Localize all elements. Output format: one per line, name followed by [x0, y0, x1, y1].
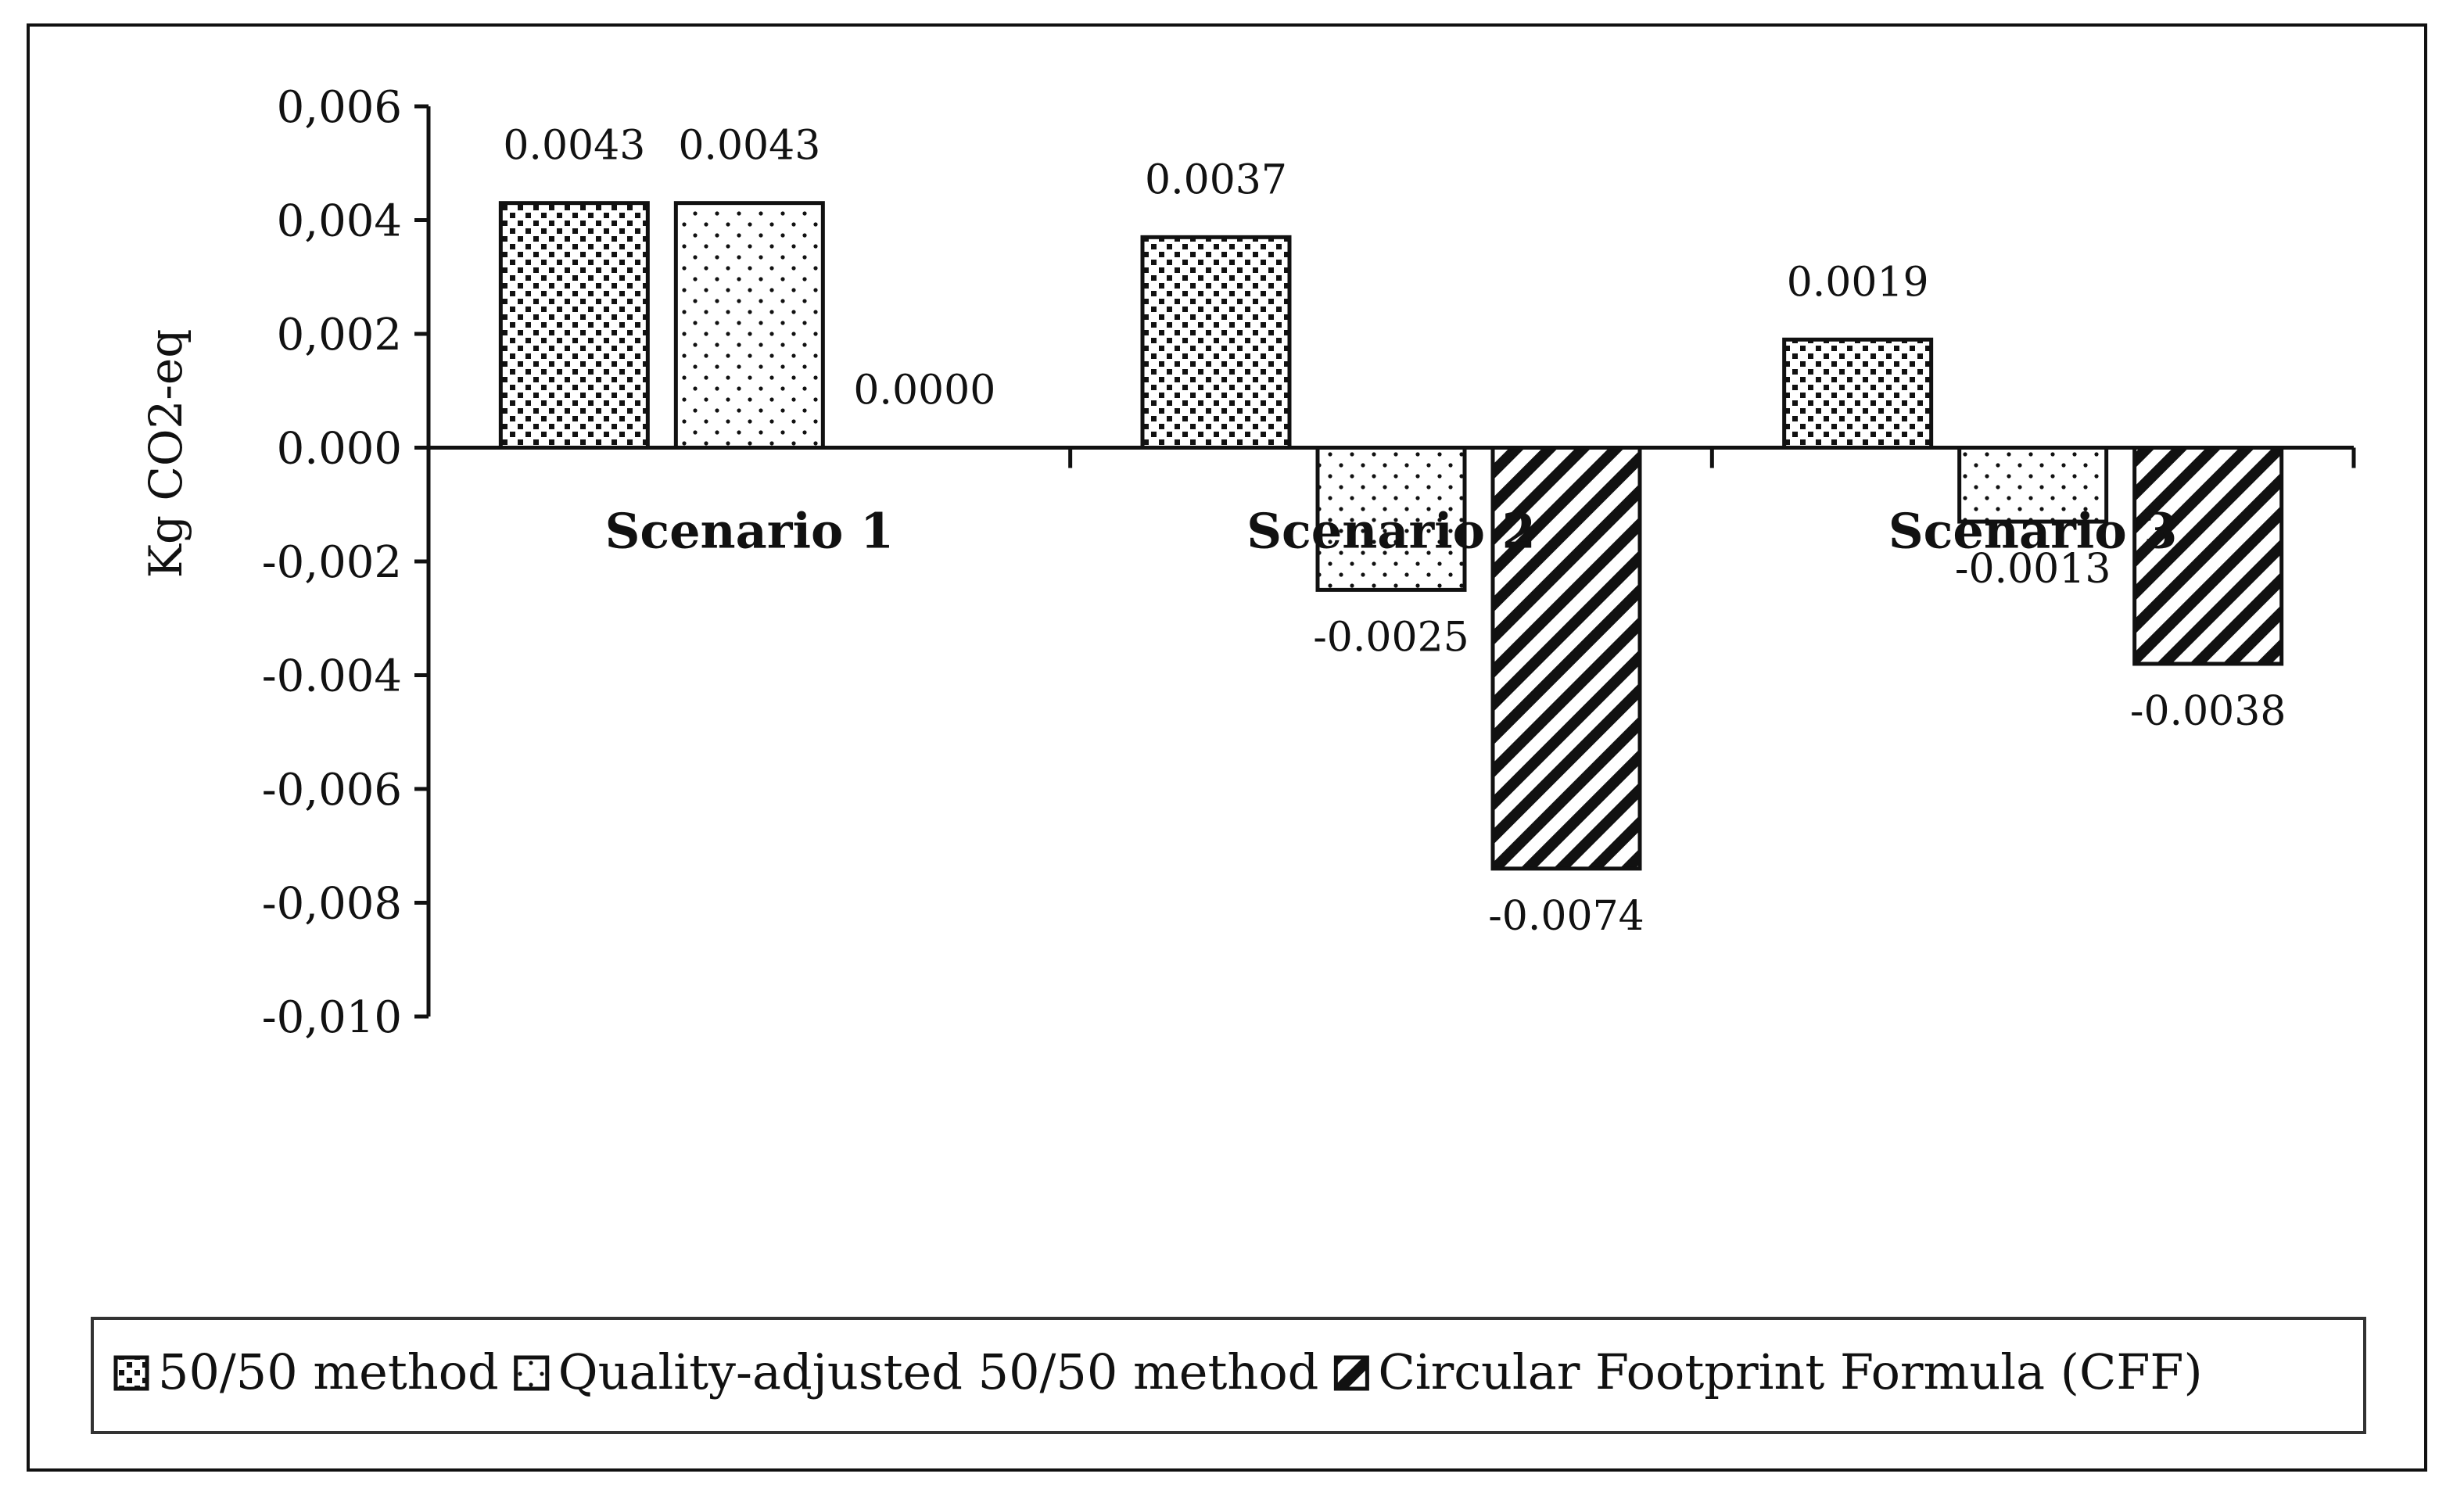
- legend-swatch: [113, 1355, 149, 1391]
- legend-border: [91, 1317, 2366, 1434]
- bar: [2132, 446, 2284, 666]
- y-tick-label: -0,006: [262, 765, 402, 816]
- legend-swatch: [1333, 1355, 1369, 1391]
- legend-label: Circular Footprint Formula (CFF): [1378, 1343, 2202, 1400]
- data-label: 0.0043: [678, 123, 820, 170]
- y-tick-label: -0,002: [262, 537, 402, 588]
- y-tick-label: -0,010: [262, 992, 402, 1043]
- y-tick-label: 0,004: [277, 196, 402, 247]
- legend: 50/50 method Quality-adjusted 50/50 metho…: [91, 1317, 2366, 1434]
- data-label: 0.0019: [1787, 259, 1929, 306]
- data-label: -0.0038: [2130, 688, 2286, 735]
- y-axis-title: Kg CO2-eq: [139, 329, 192, 579]
- category-label: Scenario 1: [605, 503, 895, 560]
- bar: [1782, 337, 1934, 450]
- bar: [673, 201, 825, 450]
- bar: [1957, 446, 2109, 524]
- bar: [1315, 446, 1467, 592]
- bar: [498, 201, 650, 450]
- legend-label: Quality-adjusted 50/50 method: [558, 1343, 1319, 1400]
- y-tick-label: 0,002: [277, 310, 402, 360]
- y-axis-label: Kg CO2-eq: [139, 329, 192, 579]
- bar: [1140, 235, 1292, 450]
- category-label: Scenario 3: [1888, 503, 2178, 560]
- legend-swatch: [514, 1355, 550, 1391]
- data-label: -0.0013: [1955, 546, 2111, 593]
- data-label: 0.0000: [853, 368, 995, 414]
- data-label: -0.0025: [1313, 614, 1469, 661]
- y-tick-label: 0,006: [277, 82, 402, 133]
- y-tick-label: -0.004: [262, 651, 402, 702]
- axes: 0,006 0,004 0,002 0.000 -0,002 -0.004 -0,006 -0…: [262, 82, 2356, 1043]
- y-tick-label: 0.000: [277, 424, 402, 475]
- legend-label: 50/50 method: [158, 1343, 499, 1400]
- data-labels: 0.0043 0.0043 0.0000 Scenario 1 0.0037 -0.002…: [503, 123, 2286, 940]
- data-label: 0.0037: [1145, 156, 1287, 203]
- bars: [498, 201, 2284, 871]
- y-tick-label: -0,008: [262, 879, 402, 930]
- bar: [1490, 446, 1642, 871]
- category-label: Scenario 2: [1246, 503, 1536, 560]
- data-label: 0.0043: [503, 123, 645, 170]
- data-label: -0.0074: [1488, 893, 1644, 940]
